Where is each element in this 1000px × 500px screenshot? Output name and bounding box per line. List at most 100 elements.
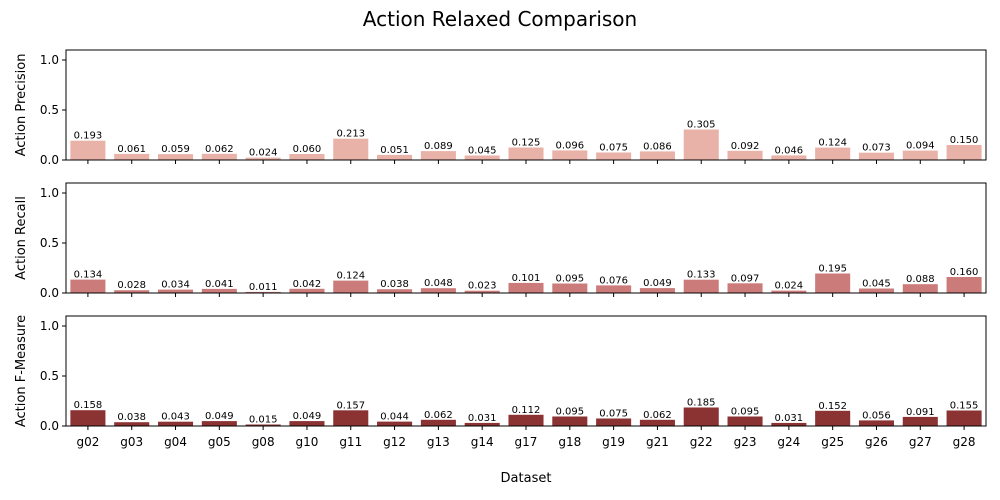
- x-tick-label-g02: g02: [76, 435, 99, 449]
- y-axis-title: Action Precision: [14, 54, 29, 157]
- bar-label-g17: 0.101: [512, 273, 541, 284]
- bar-g24: [771, 422, 807, 426]
- bar-label-g14: 0.023: [468, 281, 497, 292]
- bar-g25: [815, 410, 851, 426]
- bar-g27: [902, 284, 938, 293]
- bar-g14: [464, 422, 500, 426]
- x-tick-label-g24: g24: [777, 435, 800, 449]
- y-tick-label: 0.5: [40, 103, 59, 117]
- bar-label-g23: 0.095: [731, 407, 760, 418]
- bar-label-g22: 0.133: [687, 270, 716, 281]
- y-axis-title: Action F-Measure: [14, 315, 29, 427]
- bar-label-g02: 0.158: [74, 400, 103, 411]
- bar-g21: [639, 288, 675, 293]
- bar-label-g11: 0.124: [336, 271, 365, 282]
- x-tick-label-g19: g19: [602, 435, 625, 449]
- bar-g04: [158, 154, 194, 160]
- bar-label-g28: 0.160: [950, 267, 979, 278]
- bar-label-g23: 0.097: [731, 273, 760, 284]
- bar-label-g18: 0.095: [555, 407, 584, 418]
- bar-g23: [727, 150, 763, 160]
- bar-g22: [683, 279, 719, 293]
- bar-g11: [333, 410, 369, 426]
- bar-g22: [683, 129, 719, 160]
- bar-g17: [508, 282, 544, 293]
- bar-label-g22: 0.305: [687, 120, 716, 131]
- x-tick-label-g14: g14: [471, 435, 494, 449]
- bar-label-g27: 0.091: [906, 407, 935, 418]
- bar-g24: [771, 290, 807, 293]
- bar-g02: [70, 140, 106, 160]
- bar-g04: [158, 421, 194, 426]
- bar-label-g13: 0.048: [424, 278, 453, 289]
- bar-g10: [289, 154, 325, 160]
- bar-label-g11: 0.213: [336, 129, 365, 140]
- bar-g13: [420, 288, 456, 293]
- bar-label-g12: 0.044: [380, 412, 409, 423]
- bar-label-g28: 0.155: [950, 401, 979, 412]
- bar-g24: [771, 155, 807, 160]
- bar-label-g17: 0.112: [512, 405, 541, 416]
- bar-g10: [289, 421, 325, 426]
- y-tick-label: 0.0: [40, 419, 59, 433]
- bar-g13: [420, 151, 456, 160]
- bar-g03: [114, 153, 150, 160]
- bar-label-g26: 0.073: [862, 143, 891, 154]
- bar-g27: [902, 150, 938, 160]
- x-tick-label-g22: g22: [690, 435, 713, 449]
- bar-g28: [946, 410, 982, 426]
- bar-g13: [420, 419, 456, 426]
- bar-g03: [114, 290, 150, 293]
- bar-g21: [639, 419, 675, 426]
- bar-g08: [245, 291, 281, 293]
- bar-label-g25: 0.124: [818, 138, 847, 149]
- bar-g26: [858, 288, 894, 293]
- bar-g25: [815, 147, 851, 160]
- bar-g10: [289, 288, 325, 293]
- bar-g21: [639, 151, 675, 160]
- bar-g04: [158, 289, 194, 293]
- bar-label-g24: 0.046: [775, 145, 804, 156]
- bar-label-g24: 0.031: [775, 413, 804, 424]
- bar-g11: [333, 138, 369, 160]
- bar-g18: [552, 150, 588, 160]
- x-tick-label-g27: g27: [909, 435, 932, 449]
- bar-label-g21: 0.086: [643, 141, 672, 152]
- bar-label-g04: 0.034: [161, 280, 190, 291]
- bar-label-g27: 0.088: [906, 274, 935, 285]
- bar-label-g22: 0.185: [687, 398, 716, 409]
- y-axis-title: Action Recall: [14, 196, 29, 280]
- bar-label-g14: 0.045: [468, 146, 497, 157]
- bar-label-g03: 0.038: [117, 412, 146, 423]
- bar-label-g26: 0.056: [862, 410, 891, 421]
- bar-label-g08: 0.011: [249, 282, 278, 293]
- bar-label-g19: 0.075: [599, 409, 628, 420]
- bar-g28: [946, 145, 982, 160]
- bar-label-g08: 0.024: [249, 148, 278, 159]
- bar-g05: [201, 153, 237, 160]
- x-tick-label-g21: g21: [646, 435, 669, 449]
- x-tick-label-g18: g18: [558, 435, 581, 449]
- bar-label-g12: 0.038: [380, 279, 409, 290]
- y-tick-label: 1.0: [40, 186, 59, 200]
- panel-3: 0.158 0.038 0.043 0.049 0.015 0.049 0.157 0.044…: [14, 315, 987, 433]
- bar-g25: [815, 273, 851, 293]
- bar-g28: [946, 277, 982, 293]
- bar-label-g24: 0.024: [775, 281, 804, 292]
- bar-g17: [508, 147, 544, 160]
- x-tick-label-g04: g04: [164, 435, 187, 449]
- bar-label-g19: 0.075: [599, 143, 628, 154]
- y-tick-label: 0.5: [40, 369, 59, 383]
- bar-g12: [377, 421, 413, 426]
- bar-g11: [333, 280, 369, 293]
- bar-label-g28: 0.150: [950, 135, 979, 146]
- y-tick-label: 0.5: [40, 236, 59, 250]
- x-tick-label-g28: g28: [953, 435, 976, 449]
- bar-g27: [902, 416, 938, 426]
- chart-title: Action Relaxed Comparison: [363, 7, 637, 31]
- x-tick-label-g11: g11: [339, 435, 362, 449]
- x-tick-label-g12: g12: [383, 435, 406, 449]
- bar-label-g25: 0.195: [818, 264, 847, 275]
- bar-label-g26: 0.045: [862, 279, 891, 290]
